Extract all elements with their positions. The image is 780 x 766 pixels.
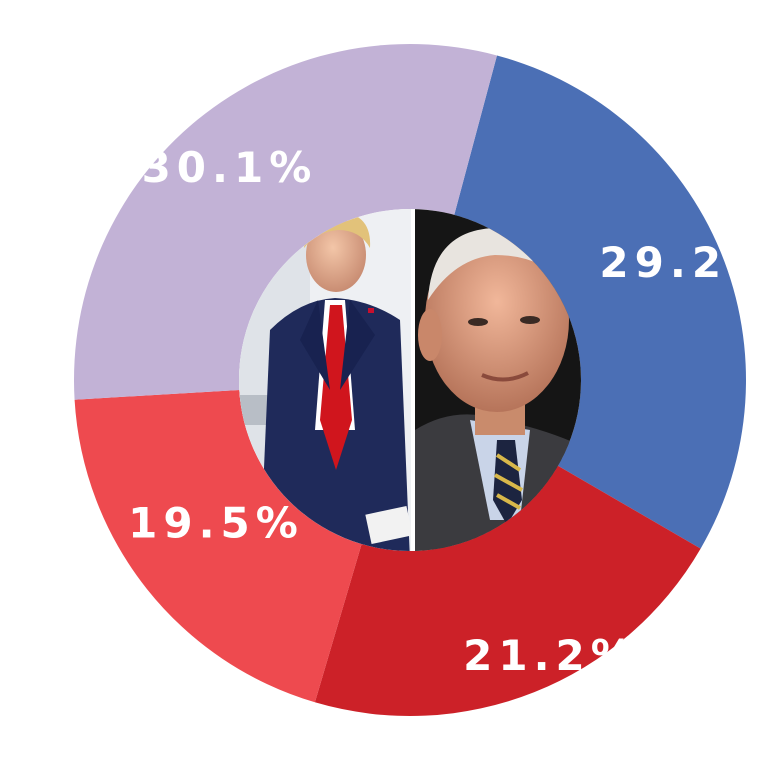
- pie-slice-4: [74, 43, 497, 400]
- label-group: 29.2% 21.2% 19.5% 30.1%: [128, 143, 775, 680]
- slice-label-1: 29.2%: [599, 238, 775, 287]
- pie-slice-2: [314, 465, 701, 716]
- slice-label-3: 19.5%: [128, 499, 304, 548]
- pie-slice-1: [454, 55, 746, 549]
- slice-label-4: 30.1%: [142, 143, 318, 192]
- pie-slice-3: [74, 390, 362, 703]
- joe-biden-photo: [415, 209, 581, 551]
- slice-group: [74, 43, 746, 716]
- slice-label-2: 21.2%: [463, 631, 639, 680]
